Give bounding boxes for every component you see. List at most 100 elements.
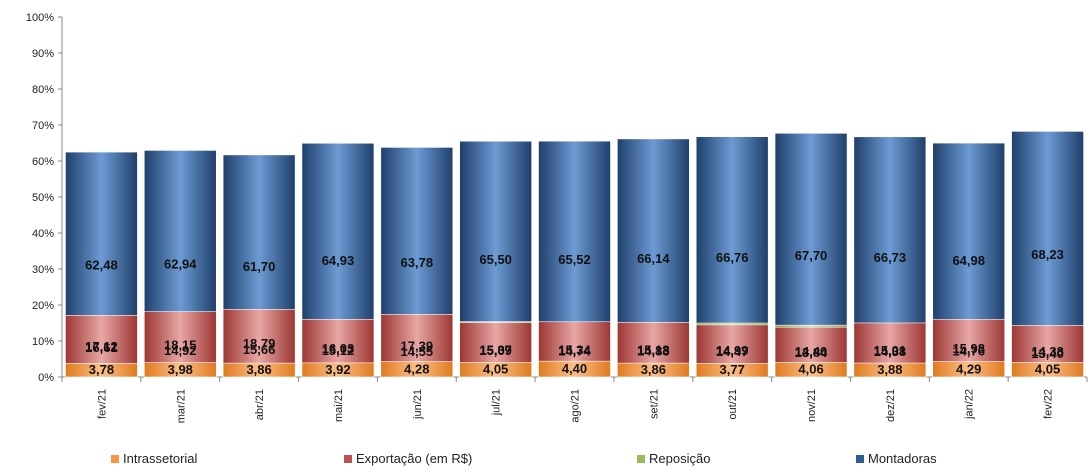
bar-segment-intrassetorial [301, 362, 375, 378]
data-label: 64,98 [952, 253, 985, 268]
data-label: 14,76 [952, 343, 985, 358]
data-label: 62,94 [164, 257, 197, 272]
bar-segment-intrassetorial [1011, 362, 1084, 378]
data-label: 3,88 [877, 362, 902, 377]
y-tick-label: 30% [32, 264, 54, 276]
data-label: 14,74 [558, 343, 591, 358]
data-label: 3,86 [641, 362, 666, 377]
data-label: 4,28 [404, 361, 429, 376]
y-tick-label: 20% [32, 300, 54, 312]
data-label: 15,01 [874, 343, 907, 358]
legend-label: Intrassetorial [123, 451, 198, 466]
legend-item-montadoras: Montadoras [856, 451, 937, 466]
data-label: 14,33 [1031, 344, 1064, 359]
data-label: 14,40 [795, 344, 828, 359]
x-tick-label: set/21 [648, 389, 660, 419]
legend: Intrassetorial Exportação (em R$) Reposi… [0, 451, 1091, 471]
x-tick-labels: fev/21 mar/21 abr/21 mai/21 jun/21 jul/21 ago/… [96, 389, 1054, 423]
data-label: 66,76 [716, 250, 749, 265]
data-label: 17,12 [85, 339, 118, 354]
legend-swatch-icon [637, 454, 645, 463]
y-tick-label: 100% [26, 12, 54, 24]
data-label: 15,12 [322, 343, 355, 358]
data-label: 15,66 [243, 342, 276, 357]
y-tick-label: 90% [32, 48, 54, 60]
data-label: 3,78 [89, 362, 114, 377]
x-tick-label: jun/21 [412, 389, 424, 420]
y-tick-label: 50% [32, 192, 54, 204]
data-label: 14,38 [874, 344, 907, 359]
data-label: 4,06 [798, 362, 823, 377]
data-label: 16,61 [85, 340, 118, 355]
legend-label: Reposição [649, 451, 711, 466]
data-label: 63,78 [401, 255, 434, 270]
data-label: 62,48 [85, 258, 118, 273]
bar-segment-intrassetorial [853, 362, 927, 378]
x-tick-label: abr/21 [254, 389, 266, 420]
x-tick-label: nov/21 [806, 389, 818, 422]
legend-swatch-icon [856, 454, 864, 463]
data-label: 13,40 [1031, 346, 1064, 361]
data-label: 4,05 [1035, 362, 1060, 377]
legend-item-intrassetorial: Intrassetorial [111, 451, 197, 466]
x-tick-label: dez/21 [885, 389, 897, 422]
data-label: 14,99 [716, 343, 749, 358]
legend-swatch-icon [344, 454, 352, 463]
data-label: 14,83 [637, 343, 670, 358]
data-label: 4,40 [562, 361, 587, 376]
bars [65, 131, 1084, 378]
x-tick-label: jul/21 [491, 389, 503, 416]
bar-segment-intrassetorial [695, 363, 769, 378]
legend-label: Exportação (em R$) [356, 451, 473, 466]
data-label: 64,93 [322, 253, 355, 268]
bar-segment-intrassetorial [222, 362, 296, 378]
bar-segment-intrassetorial [617, 362, 690, 378]
bar-segment-intrassetorial [774, 362, 848, 378]
bar-segment-intrassetorial [143, 362, 217, 378]
stacked-bar-chart: 0% 10% 20% 30% 40% 50% 60% 70% 80% 90% 100% 62,48 1… [26, 12, 1088, 423]
y-tick-label: 40% [32, 228, 54, 240]
bar-segment-intrassetorial [538, 360, 611, 378]
x-tick-label: mar/21 [175, 389, 187, 423]
data-label: 67,70 [795, 248, 828, 263]
legend-item-reposicao: Reposição [637, 451, 710, 466]
data-label: 14,55 [401, 344, 434, 359]
y-tick-label: 80% [32, 84, 54, 96]
data-label: 4,29 [956, 361, 981, 376]
bar-segment-intrassetorial [459, 362, 532, 378]
data-label: 15,18 [637, 343, 670, 358]
data-label: 15,37 [479, 342, 512, 357]
data-label: 13,84 [795, 345, 828, 360]
data-label: 3,77 [720, 362, 745, 377]
data-label: 16,03 [322, 341, 355, 356]
x-tick-label: jan/22 [964, 389, 976, 420]
y-tick-label: 10% [32, 336, 54, 348]
data-label: 14,92 [164, 343, 197, 358]
y-tick-label: 0% [38, 372, 54, 384]
x-tick-label: fev/21 [96, 389, 108, 419]
data-label: 15,09 [479, 343, 512, 358]
data-label: 3,86 [246, 362, 271, 377]
y-tick-label: 60% [32, 156, 54, 168]
data-label: 3,92 [325, 362, 350, 377]
x-tick-label: ago/21 [570, 389, 582, 423]
data-label: 17,39 [401, 339, 434, 354]
data-label: 65,52 [558, 252, 591, 267]
data-label: 4,05 [483, 362, 508, 377]
legend-label: Montadoras [868, 451, 937, 466]
data-label: 18,79 [243, 336, 276, 351]
data-label: 3,98 [168, 362, 193, 377]
data-label: 66,73 [874, 250, 907, 265]
data-label: 15,98 [952, 341, 985, 356]
data-label: 65,50 [479, 252, 512, 267]
data-label: 15,34 [558, 342, 591, 357]
bar-segment-intrassetorial [932, 361, 1006, 378]
data-label: 61,70 [243, 259, 276, 274]
y-tick-label: 70% [32, 120, 54, 132]
bar-segment-intrassetorial [380, 361, 454, 378]
bar-segment-intrassetorial [65, 363, 138, 378]
x-tick-label: fev/22 [1043, 389, 1055, 419]
data-label: 66,14 [637, 251, 670, 266]
data-label: 18,15 [164, 337, 197, 352]
